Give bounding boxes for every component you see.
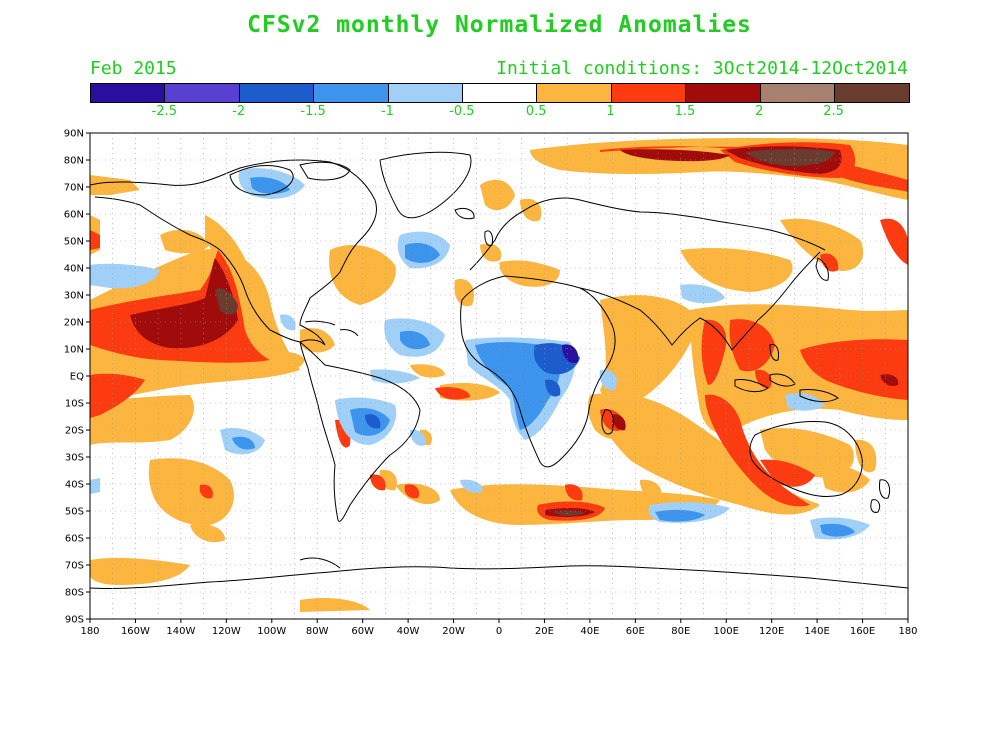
coastlines: [90, 151, 908, 589]
lat-tick-label: 40S: [65, 480, 84, 491]
south-america-outline: [299, 341, 421, 522]
colorbar-tick-label: 1: [606, 104, 615, 119]
lon-tick-label: 20E: [535, 626, 554, 637]
warm-anomaly-weak: [90, 138, 908, 612]
colorbar-tick-label: -1.5: [300, 104, 326, 119]
lon-tick-label: 40W: [397, 626, 420, 637]
initial-conditions: Initial conditions: 3Oct2014-12Oct2014: [496, 58, 908, 79]
lat-tick-label: 30N: [64, 291, 84, 302]
chart-title: CFSv2 monthly Normalized Anomalies: [247, 12, 752, 38]
colorbar-tick-label: 2: [755, 104, 764, 119]
latitude-axis: 90N 80N 70N 60N 50N 40N 30N 20N 10N EQ 10S 20S 30S 40…: [64, 129, 90, 626]
lat-tick-label: 60N: [64, 210, 84, 221]
lon-tick-label: 40E: [580, 626, 599, 637]
lat-tick-label: EQ: [70, 372, 84, 383]
lat-tick-label: 80S: [65, 588, 84, 599]
europe-outline: [469, 197, 826, 271]
colorbar-swatch: [760, 84, 835, 102]
warm-anomaly-extreme: [215, 149, 835, 516]
north-america-outline: [90, 159, 377, 346]
colorbar-swatch: [462, 84, 538, 102]
australia-outline: [749, 421, 863, 498]
lat-tick-label: 90S: [65, 615, 84, 626]
lon-tick-label: 0: [496, 626, 502, 637]
colorbar-swatch: [239, 84, 315, 102]
lon-tick-label: 180: [80, 626, 99, 637]
colorbar-swatch: [537, 84, 612, 102]
colorbar-tick-label: 1.5: [674, 104, 696, 119]
lat-tick-label: 10N: [64, 345, 84, 356]
colorbar-tick-label: -2: [232, 104, 246, 119]
cold-anomaly-extreme: [562, 344, 579, 364]
colorbar-tick-label: -1: [380, 104, 394, 119]
colorbar-tick-label: 2.5: [823, 104, 844, 119]
colorbar-swatch: [686, 84, 761, 102]
arctic-islands-outline: [229, 165, 294, 196]
lon-tick-label: 120E: [759, 626, 784, 637]
colorbar-swatch: [834, 84, 910, 102]
lon-tick-label: 80W: [306, 626, 329, 637]
lat-tick-label: 20S: [65, 426, 84, 437]
lat-tick-label: 10S: [65, 399, 84, 410]
lat-tick-label: 60S: [65, 534, 84, 545]
lon-tick-label: 120W: [212, 626, 241, 637]
antarctica-outline: [90, 565, 908, 589]
asia-outline: [579, 251, 821, 351]
lon-tick-label: 140E: [804, 626, 829, 637]
lon-tick-label: 60E: [626, 626, 645, 637]
colorbar-tick-label: 0.5: [525, 104, 547, 119]
longitude-axis: 180 160W 140W 120W 100W 80W 60W 40W 20W 0 20E 40E 60…: [80, 619, 918, 637]
lon-tick-label: 160W: [121, 626, 150, 637]
colorbar: [90, 83, 911, 103]
lon-tick-label: 100W: [257, 626, 286, 637]
lon-tick-label: 160E: [850, 626, 875, 637]
colorbar-swatch: [314, 84, 389, 102]
lat-tick-label: 40N: [64, 264, 84, 275]
lat-tick-label: 80N: [64, 156, 84, 167]
lon-tick-label: 60W: [351, 626, 374, 637]
lon-tick-label: 80E: [671, 626, 690, 637]
greenland-outline: [379, 151, 472, 219]
africa-outline: [460, 275, 616, 468]
lat-tick-label: 30S: [65, 453, 84, 464]
colorbar-tick-label: -2.5: [151, 104, 178, 119]
japan-outline: [815, 257, 829, 281]
lat-tick-label: 90N: [64, 129, 84, 140]
grid-lines: [90, 133, 908, 619]
lat-tick-label: 20N: [64, 318, 84, 329]
colorbar-swatch: [91, 84, 166, 102]
colorbar-tick-label: -0.5: [449, 104, 475, 119]
lon-tick-label: 140W: [166, 626, 195, 637]
lon-tick-label: 100E: [714, 626, 739, 637]
lon-tick-label: 20W: [442, 626, 465, 637]
lat-tick-label: 50N: [64, 237, 84, 248]
lat-tick-label: 70N: [64, 183, 84, 194]
lon-tick-label: 180: [898, 626, 917, 637]
forecast-month: Feb 2015: [90, 58, 177, 79]
colorbar-swatch: [388, 84, 463, 102]
colorbar-swatch: [165, 84, 240, 102]
colorbar-swatch: [611, 84, 687, 102]
lat-tick-label: 70S: [65, 561, 84, 572]
lat-tick-label: 50S: [65, 507, 84, 518]
